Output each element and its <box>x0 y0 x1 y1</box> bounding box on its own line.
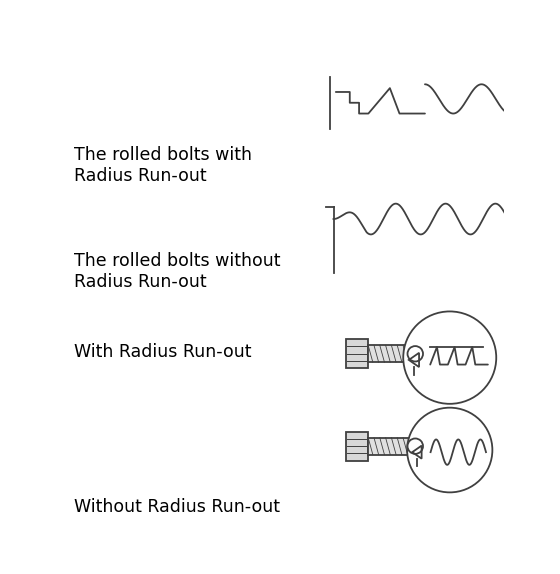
Bar <box>367 438 426 455</box>
FancyBboxPatch shape <box>346 432 367 461</box>
Circle shape <box>408 346 423 362</box>
Circle shape <box>408 439 423 454</box>
Bar <box>367 346 426 362</box>
FancyBboxPatch shape <box>346 339 367 369</box>
Text: The rolled bolts without
Radius Run-out: The rolled bolts without Radius Run-out <box>74 253 281 291</box>
Text: Without Radius Run-out: Without Radius Run-out <box>74 498 281 515</box>
Text: The rolled bolts with
Radius Run-out: The rolled bolts with Radius Run-out <box>74 146 253 185</box>
Circle shape <box>403 312 496 404</box>
Circle shape <box>407 408 492 492</box>
Text: With Radius Run-out: With Radius Run-out <box>74 343 252 361</box>
